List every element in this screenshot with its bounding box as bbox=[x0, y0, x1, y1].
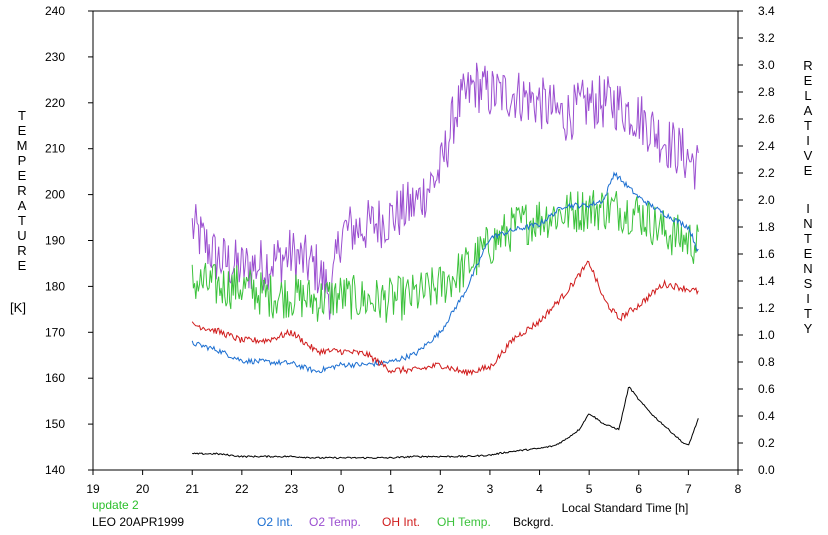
legend-item-o2-temp: O2 Temp. bbox=[309, 515, 361, 529]
right-axis-title-letter: E bbox=[804, 163, 813, 178]
station-date-label: LEO 20APR1999 bbox=[92, 515, 184, 529]
left-axis-title-letter: E bbox=[18, 123, 27, 138]
right-axis-title-letter: T bbox=[804, 118, 812, 133]
left-axis-title-letter: M bbox=[17, 138, 28, 153]
legend-item-oh-int: OH Int. bbox=[382, 515, 420, 529]
x-tick-label: 2 bbox=[437, 482, 444, 496]
right-tick-label: 0.2 bbox=[758, 436, 775, 450]
left-tick-label: 160 bbox=[45, 371, 65, 385]
left-axis-unit: [K] bbox=[10, 300, 26, 315]
right-axis-title-letter: E bbox=[804, 246, 813, 261]
right-tick-label: 0.8 bbox=[758, 355, 775, 369]
plot-frame bbox=[92, 10, 739, 471]
left-axis-title-letter: R bbox=[17, 243, 26, 258]
right-axis-title-letter: L bbox=[804, 88, 811, 103]
left-tick-label: 170 bbox=[45, 325, 65, 339]
left-axis-title-letter: P bbox=[18, 153, 27, 168]
right-tick-label: 3.4 bbox=[758, 4, 775, 18]
update-label: update 2 bbox=[92, 498, 139, 512]
right-axis-title-letter: I bbox=[806, 291, 810, 306]
left-axis-title-letter: A bbox=[18, 198, 27, 213]
x-axis-title: Local Standard Time [h] bbox=[562, 501, 689, 515]
series-line-o2-temp bbox=[191, 62, 699, 320]
x-axis-ticks: 19 20 21 22 23 0 1 2 3 4 5 6 7 8 bbox=[86, 470, 742, 496]
series-layer bbox=[191, 62, 699, 460]
right-tick-label: 3.2 bbox=[758, 31, 775, 45]
left-tick-label: 190 bbox=[45, 234, 65, 248]
right-axis-title-letter: N bbox=[803, 216, 812, 231]
right-tick-label: 0.4 bbox=[758, 409, 775, 423]
series-line-bckgrd bbox=[192, 386, 699, 460]
x-tick-label: 22 bbox=[235, 482, 249, 496]
x-tick-label: 3 bbox=[487, 482, 494, 496]
left-axis-ticks: 140 150 160 170 180 190 200 210 220 230 240 bbox=[45, 4, 93, 477]
right-tick-label: 2.8 bbox=[758, 85, 775, 99]
right-tick-label: 0.6 bbox=[758, 382, 775, 396]
x-tick-label: 1 bbox=[387, 482, 394, 496]
right-tick-label: 3.0 bbox=[758, 58, 775, 72]
legend-item-oh-temp: OH Temp. bbox=[437, 515, 491, 529]
right-tick-label: 2.6 bbox=[758, 112, 775, 126]
left-axis-title-letter: T bbox=[18, 108, 26, 123]
right-tick-label: 0.0 bbox=[758, 463, 775, 477]
right-tick-label: 1.4 bbox=[758, 274, 775, 288]
right-axis-title-letter: E bbox=[804, 73, 813, 88]
series-line-oh-int bbox=[191, 260, 699, 376]
right-axis-title-letter: I bbox=[806, 201, 810, 216]
left-tick-label: 210 bbox=[45, 142, 65, 156]
right-axis-title-letter: I bbox=[806, 133, 810, 148]
right-axis-title-letter: N bbox=[803, 261, 812, 276]
right-axis-title-letter: Y bbox=[804, 321, 813, 336]
left-axis-title-letter: U bbox=[17, 228, 26, 243]
left-tick-label: 230 bbox=[45, 50, 65, 64]
x-tick-label: 4 bbox=[536, 482, 543, 496]
legend-item-bckgrd: Bckgrd. bbox=[513, 515, 554, 529]
x-tick-label: 0 bbox=[338, 482, 345, 496]
right-tick-label: 2.0 bbox=[758, 193, 775, 207]
right-axis-ticks: 0.0 0.2 0.4 0.6 0.8 1.0 1.2 1.4 1.6 1.8 2.0 2.2 2.4 2… bbox=[738, 4, 775, 477]
left-axis-title-letter: E bbox=[18, 168, 27, 183]
right-tick-label: 2.4 bbox=[758, 139, 775, 153]
right-tick-label: 1.8 bbox=[758, 220, 775, 234]
x-tick-label: 7 bbox=[685, 482, 692, 496]
right-tick-label: 1.0 bbox=[758, 328, 775, 342]
legend-item-o2-int: O2 Int. bbox=[257, 515, 293, 529]
left-tick-label: 200 bbox=[45, 188, 65, 202]
x-tick-label: 19 bbox=[86, 482, 100, 496]
series-line-o2-int bbox=[191, 171, 699, 374]
right-axis-title-letter: R bbox=[803, 58, 812, 73]
left-tick-label: 140 bbox=[45, 463, 65, 477]
left-tick-label: 150 bbox=[45, 417, 65, 431]
left-axis-title-letter: E bbox=[18, 258, 27, 273]
left-axis-title-letter: T bbox=[18, 213, 26, 228]
x-tick-label: 8 bbox=[735, 482, 742, 496]
x-tick-label: 23 bbox=[285, 482, 299, 496]
legend: O2 Int. O2 Temp. OH Int. OH Temp. Bckgrd. bbox=[257, 515, 554, 529]
right-tick-label: 2.2 bbox=[758, 166, 775, 180]
x-tick-label: 5 bbox=[586, 482, 593, 496]
right-tick-label: 1.6 bbox=[758, 247, 775, 261]
x-tick-label: 21 bbox=[186, 482, 200, 496]
x-tick-label: 20 bbox=[136, 482, 150, 496]
right-tick-label: 1.2 bbox=[758, 301, 775, 315]
x-tick-label: 6 bbox=[635, 482, 642, 496]
right-axis-title-letter: S bbox=[804, 276, 813, 291]
right-axis-title-letter: T bbox=[804, 306, 812, 321]
left-tick-label: 180 bbox=[45, 279, 65, 293]
left-tick-label: 240 bbox=[45, 4, 65, 18]
right-axis-title-letter: A bbox=[804, 103, 813, 118]
series-line-oh-temp bbox=[191, 190, 699, 323]
right-axis-title-letter: T bbox=[804, 231, 812, 246]
left-axis-title-letter: R bbox=[17, 183, 26, 198]
right-axis-title-letter: V bbox=[804, 148, 813, 163]
left-tick-label: 220 bbox=[45, 96, 65, 110]
